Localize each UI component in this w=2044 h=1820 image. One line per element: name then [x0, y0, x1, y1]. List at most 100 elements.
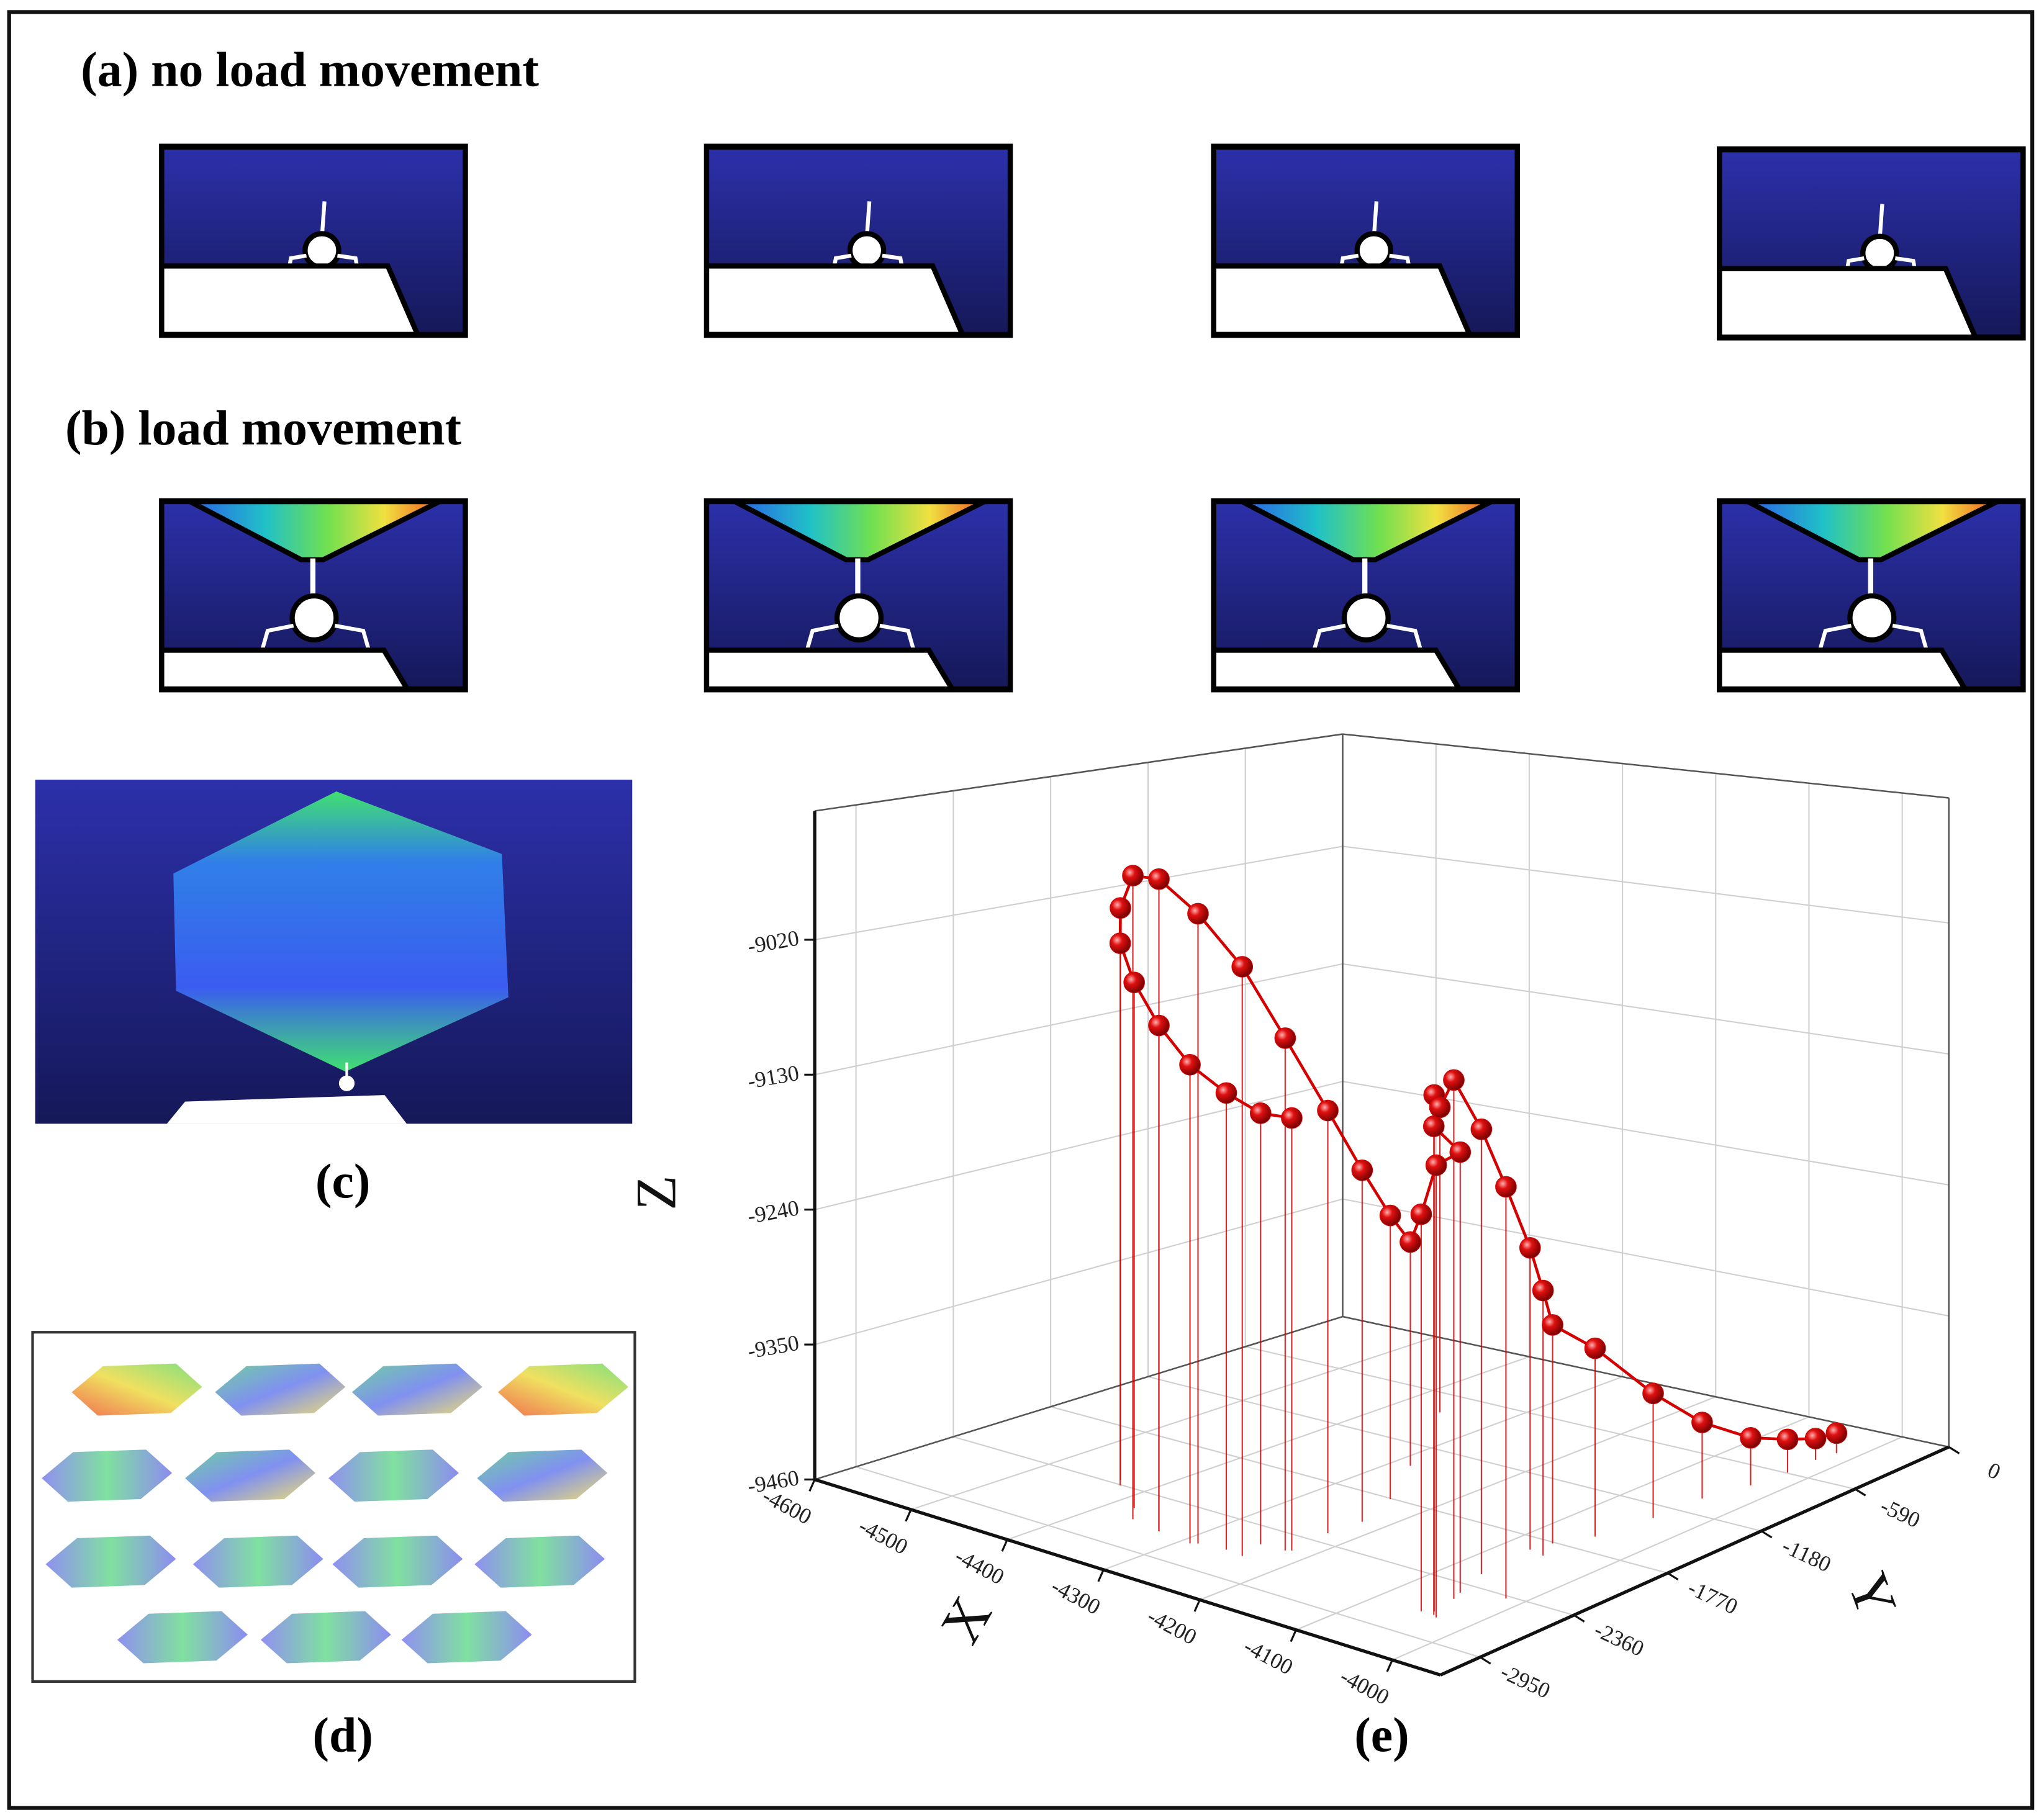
point [1123, 971, 1145, 994]
grid-line [1050, 1406, 1668, 1574]
thumbnail [1214, 147, 1517, 335]
x-tick-label: -4100 [1240, 1633, 1297, 1679]
point [1249, 1102, 1272, 1124]
point [1425, 1154, 1447, 1176]
point [1776, 1428, 1799, 1451]
point [1542, 1314, 1563, 1336]
x-tick-label: -4300 [1047, 1573, 1105, 1619]
point [1422, 1115, 1445, 1137]
box-edge [814, 1315, 1343, 1480]
point [1400, 1231, 1421, 1253]
point [1804, 1428, 1827, 1449]
box-edge [1342, 1315, 1950, 1448]
grid-line [814, 845, 1343, 940]
grid-line [953, 1436, 1575, 1616]
y-tick [1667, 1572, 1679, 1581]
point [1274, 1027, 1296, 1049]
x-tick [1193, 1599, 1201, 1612]
y-tick [1480, 1656, 1491, 1665]
point [1691, 1412, 1713, 1433]
grid-line [814, 1198, 1343, 1346]
y-tick-label: -590 [1877, 1493, 1924, 1533]
z-tick-label: -9020 [746, 925, 801, 958]
point [1825, 1422, 1848, 1444]
grid-line [1245, 1346, 1856, 1490]
point [1443, 1069, 1465, 1091]
grid-line [910, 1336, 1436, 1510]
point [1148, 1014, 1170, 1037]
panel-label: (d) [312, 1708, 373, 1763]
y-tick-label: -2950 [1497, 1659, 1554, 1703]
point [1109, 932, 1131, 954]
thumbnail [1719, 502, 2023, 689]
box-edge [814, 733, 1343, 812]
y-tick [1948, 1446, 1960, 1454]
thumbnail [1214, 502, 1517, 689]
point [1410, 1203, 1432, 1225]
point [1187, 903, 1209, 925]
point [1495, 1176, 1517, 1198]
x-tick-label: -4400 [951, 1543, 1008, 1589]
y-tick-label: 0 [1984, 1457, 2004, 1485]
x-tick-label: -4000 [1336, 1664, 1393, 1710]
y-tick [1573, 1614, 1585, 1623]
point [1740, 1427, 1761, 1449]
x-tick-label: -4500 [855, 1513, 912, 1559]
box-edge [1342, 733, 1949, 799]
y-tick-label: -1770 [1684, 1575, 1742, 1619]
y-tick-label: -1180 [1778, 1533, 1835, 1577]
point [1215, 1082, 1237, 1104]
point [1281, 1107, 1303, 1129]
trajectory-line [1118, 874, 1837, 1441]
z-tick-label: -9350 [746, 1330, 801, 1364]
x-tick [808, 1479, 816, 1492]
grid-line [1391, 1436, 1903, 1661]
panel-title: (a) no load movement [81, 43, 539, 97]
z-tick-label: -9240 [746, 1195, 801, 1228]
thumbnail [161, 147, 465, 335]
grid-line [1342, 963, 1949, 1055]
grid-line [1342, 845, 1949, 924]
panel-b [159, 498, 2026, 693]
grid-line [1103, 1376, 1623, 1570]
z-tick-label: -9460 [746, 1465, 801, 1498]
point [1449, 1141, 1472, 1163]
thumbnail [1719, 150, 2023, 337]
point [1122, 865, 1144, 886]
point [1317, 1099, 1339, 1122]
y-axis-line [1439, 1445, 1950, 1677]
z-tick-label: -9130 [746, 1060, 801, 1094]
grid-line [814, 963, 1343, 1076]
z-axis-title: Z [625, 1175, 688, 1210]
grid-line [1147, 1376, 1762, 1532]
y-tick-label: -2360 [1591, 1617, 1648, 1661]
grid-line [856, 1466, 1481, 1658]
thumbnail [707, 147, 1010, 335]
point [1429, 1096, 1451, 1119]
point [1470, 1118, 1493, 1140]
x-axis-title: X [928, 1586, 1004, 1654]
panel-label: (c) [315, 1154, 371, 1209]
panel-d [31, 1331, 636, 1683]
panel-e-plot: -4600-4500-4400-4300-4200-4100-40000-590… [746, 733, 2004, 1710]
x-tick [1097, 1569, 1105, 1582]
y-tick [1760, 1530, 1773, 1539]
point [1379, 1204, 1401, 1227]
x-tick [905, 1509, 912, 1522]
thumbnail [161, 502, 465, 689]
panel-title: (b) load movement [65, 401, 461, 456]
x-tick [1290, 1629, 1297, 1642]
grid-line [1006, 1356, 1530, 1541]
point [1110, 897, 1131, 919]
y-axis-title: Y [1835, 1564, 1909, 1625]
point [1532, 1279, 1554, 1302]
point [1584, 1337, 1606, 1359]
point [1351, 1159, 1373, 1181]
point [1519, 1237, 1541, 1259]
panel-a [159, 143, 2026, 341]
point [1179, 1053, 1201, 1076]
thumbnail [707, 502, 1010, 689]
panel-label: (e) [1354, 1708, 1409, 1763]
